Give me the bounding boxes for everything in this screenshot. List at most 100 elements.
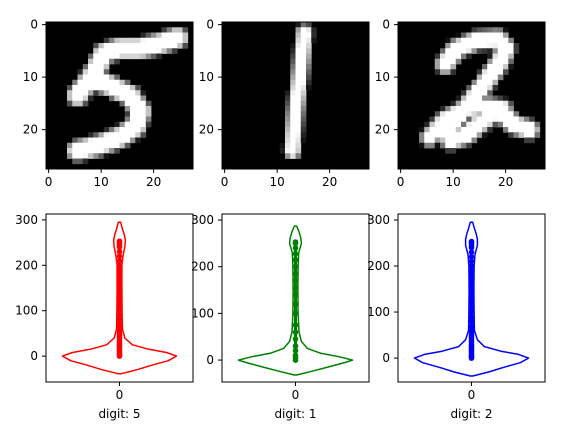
digit-pixel — [461, 116, 467, 123]
digit-pixel — [503, 121, 509, 128]
digit-pixel — [290, 121, 296, 128]
digit-pixel — [72, 148, 78, 154]
digit-pixel — [450, 116, 457, 123]
digit-pixel — [295, 58, 302, 65]
digit-pixel — [140, 132, 147, 138]
digit-pixel — [482, 37, 488, 44]
digit-pixel — [77, 79, 84, 86]
data-point — [116, 294, 123, 300]
digit-pixel — [114, 43, 120, 49]
digit-pixel — [455, 100, 462, 107]
digit-pixel — [182, 37, 189, 44]
digit-pixel — [103, 85, 110, 91]
digit-pixel — [508, 106, 514, 112]
digit-pixel — [524, 137, 530, 144]
digit-pixel — [513, 127, 520, 133]
digit-pixel — [119, 90, 126, 96]
digit-pixel — [290, 79, 296, 86]
digit-pixel — [98, 69, 105, 75]
digit-pixel — [145, 100, 152, 107]
digit-pixel — [88, 90, 94, 96]
digit-pixel — [109, 142, 115, 149]
digit-pixel — [466, 37, 472, 44]
digit-pixel — [461, 142, 467, 149]
digit-pixel — [119, 43, 126, 49]
digit-pixel — [482, 64, 488, 70]
data-point — [116, 262, 123, 269]
digit-pixel — [77, 90, 84, 96]
digit-pixel — [445, 69, 451, 75]
digit-pixel — [466, 137, 472, 144]
digit-pixel — [290, 85, 296, 91]
x-tick-label: 0 — [397, 175, 405, 189]
digit-pixel — [140, 43, 147, 49]
digit-pixel — [434, 58, 441, 65]
digit-pixel — [119, 53, 126, 60]
digit-pixel — [487, 100, 493, 107]
digit-pixel — [295, 137, 302, 144]
digit-pixel — [114, 48, 120, 54]
digit-pixel — [440, 127, 446, 133]
digit-pixel — [109, 127, 115, 133]
data-point — [468, 238, 475, 245]
digit-pixel — [497, 111, 504, 117]
digit-pixel — [295, 153, 302, 159]
digit-pixel — [98, 43, 105, 49]
digit-pixel — [487, 32, 493, 39]
digit-pixel — [482, 79, 488, 86]
x-tick-label: 20 — [498, 175, 513, 189]
digit-pixel — [429, 121, 436, 128]
digit-pixel — [440, 64, 446, 70]
digit-pixel — [471, 27, 478, 33]
digit-pixel — [419, 142, 425, 149]
digit-pixel — [135, 85, 141, 91]
digit-pixel — [445, 43, 451, 49]
digit-pixel — [135, 43, 141, 49]
digit-pixel — [492, 106, 499, 112]
digit-pixel — [93, 74, 99, 81]
digit-pixel — [445, 132, 451, 138]
digit-pixel — [461, 106, 467, 112]
digit-pixel — [67, 148, 73, 154]
digit-pixel — [534, 127, 541, 133]
digit-pixel — [476, 132, 483, 138]
digit-pixel — [492, 79, 499, 86]
digit-pixel — [295, 64, 302, 70]
digit-pixel — [166, 48, 173, 54]
digit-pixel — [290, 137, 296, 144]
digit-pixel — [461, 95, 467, 102]
digit-pixel — [67, 153, 73, 159]
digit-pixel — [306, 85, 312, 91]
digit-pixel — [492, 37, 499, 44]
digit-pixel — [135, 95, 141, 102]
digit-pixel — [130, 53, 136, 60]
digit-pixel — [306, 27, 312, 33]
digit-pixel — [508, 64, 514, 70]
data-point — [116, 321, 123, 328]
digit-pixel — [300, 43, 307, 49]
digit-pixel — [492, 100, 499, 107]
digit-pixel — [306, 32, 312, 39]
digit-pixel — [524, 116, 530, 123]
digit-pixel — [114, 79, 120, 86]
digit-pixel — [140, 32, 147, 39]
digit-pixel — [300, 53, 307, 60]
digit-pixel — [461, 53, 467, 60]
digit-pixel — [72, 95, 78, 102]
digit-pixel — [429, 142, 436, 149]
digit-pixel — [285, 111, 291, 117]
digit-pixel — [103, 69, 110, 75]
digit-pixel — [119, 37, 126, 44]
digit-pixel — [279, 148, 286, 154]
digit-pixel — [103, 148, 110, 154]
digit-pixel — [508, 37, 514, 44]
digit-pixel — [285, 148, 291, 154]
digit-pixel — [285, 137, 291, 144]
digit-pixel — [88, 58, 94, 65]
digit-pixel — [72, 158, 78, 165]
digit-pixel — [166, 43, 173, 49]
digit-pixel — [130, 111, 136, 117]
digit-pixel — [466, 43, 472, 49]
digit-pixel — [103, 79, 110, 86]
digit-pixel — [88, 53, 94, 60]
